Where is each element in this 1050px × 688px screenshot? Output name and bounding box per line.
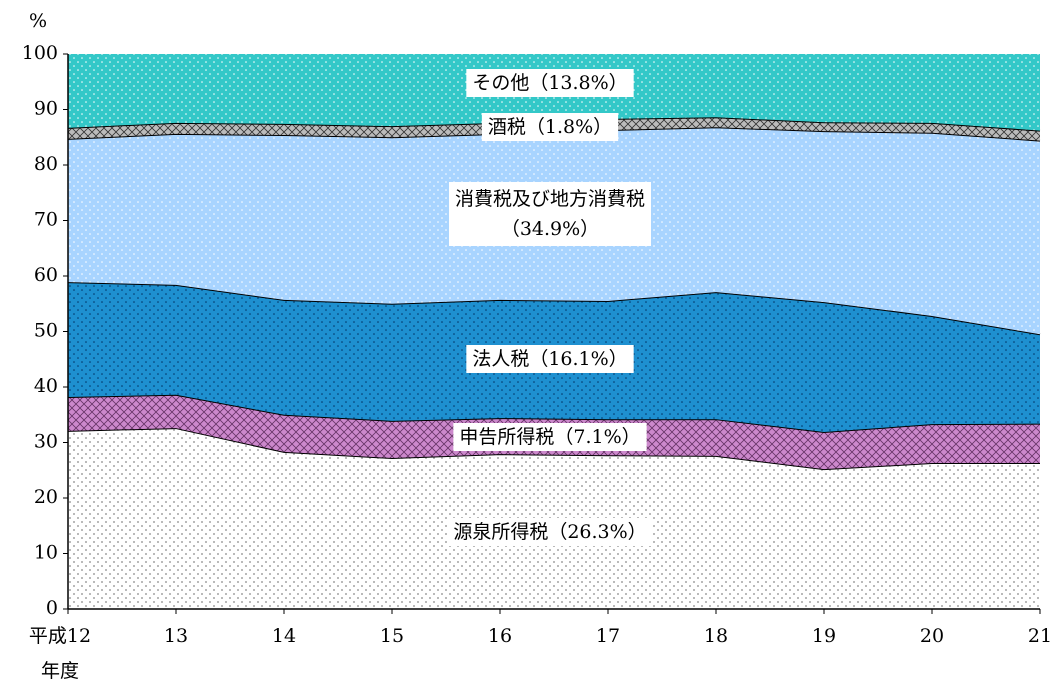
- area-label: 消費税及び地方消費税: [455, 188, 645, 210]
- y-tick-label: 100: [22, 42, 58, 64]
- y-tick-label: 80: [34, 153, 58, 175]
- label-box: [466, 345, 634, 373]
- x-tick-label: 14: [272, 625, 296, 647]
- x-tick-label: 21: [1028, 625, 1050, 647]
- label-box: [447, 518, 653, 546]
- label-box: [448, 182, 652, 246]
- y-tick-label: 40: [34, 375, 58, 397]
- y-tick-label: 30: [34, 431, 58, 453]
- x-axis-label: 年度: [41, 660, 79, 682]
- area-boundary: [67, 393, 1041, 433]
- area-label: （34.9%）: [501, 218, 599, 240]
- label-box: [466, 69, 634, 97]
- y-tick-label: 90: [34, 98, 58, 120]
- area-label: 源泉所得税（26.3%）: [453, 521, 646, 543]
- label-box: [481, 113, 619, 141]
- area-label: 申告所得税（7.1%）: [459, 426, 640, 448]
- x-tick-label: 20: [920, 625, 944, 647]
- y-tick-label: 60: [34, 264, 58, 286]
- x-tick-label: 13: [164, 625, 188, 647]
- y-tick-label: 70: [34, 209, 58, 231]
- y-tick-label: 10: [34, 542, 58, 564]
- label-box: [453, 423, 647, 451]
- area-label: 法人税（16.1%）: [472, 348, 627, 370]
- area-label: 酒税（1.8%）: [488, 116, 612, 138]
- x-tick-label: 19: [812, 625, 836, 647]
- y-tick-label: 20: [34, 486, 58, 508]
- x-tick-label: 15: [380, 625, 404, 647]
- area-label: その他（13.8%）: [472, 72, 627, 94]
- x-tick-label: 18: [704, 625, 728, 647]
- x-tick-label: 平成12: [29, 625, 91, 647]
- x-tick-label: 16: [488, 625, 512, 647]
- y-axis-label: %: [29, 10, 47, 32]
- y-tick-label: 50: [34, 320, 58, 342]
- y-tick-label: 0: [46, 597, 58, 619]
- x-tick-label: 17: [596, 625, 620, 647]
